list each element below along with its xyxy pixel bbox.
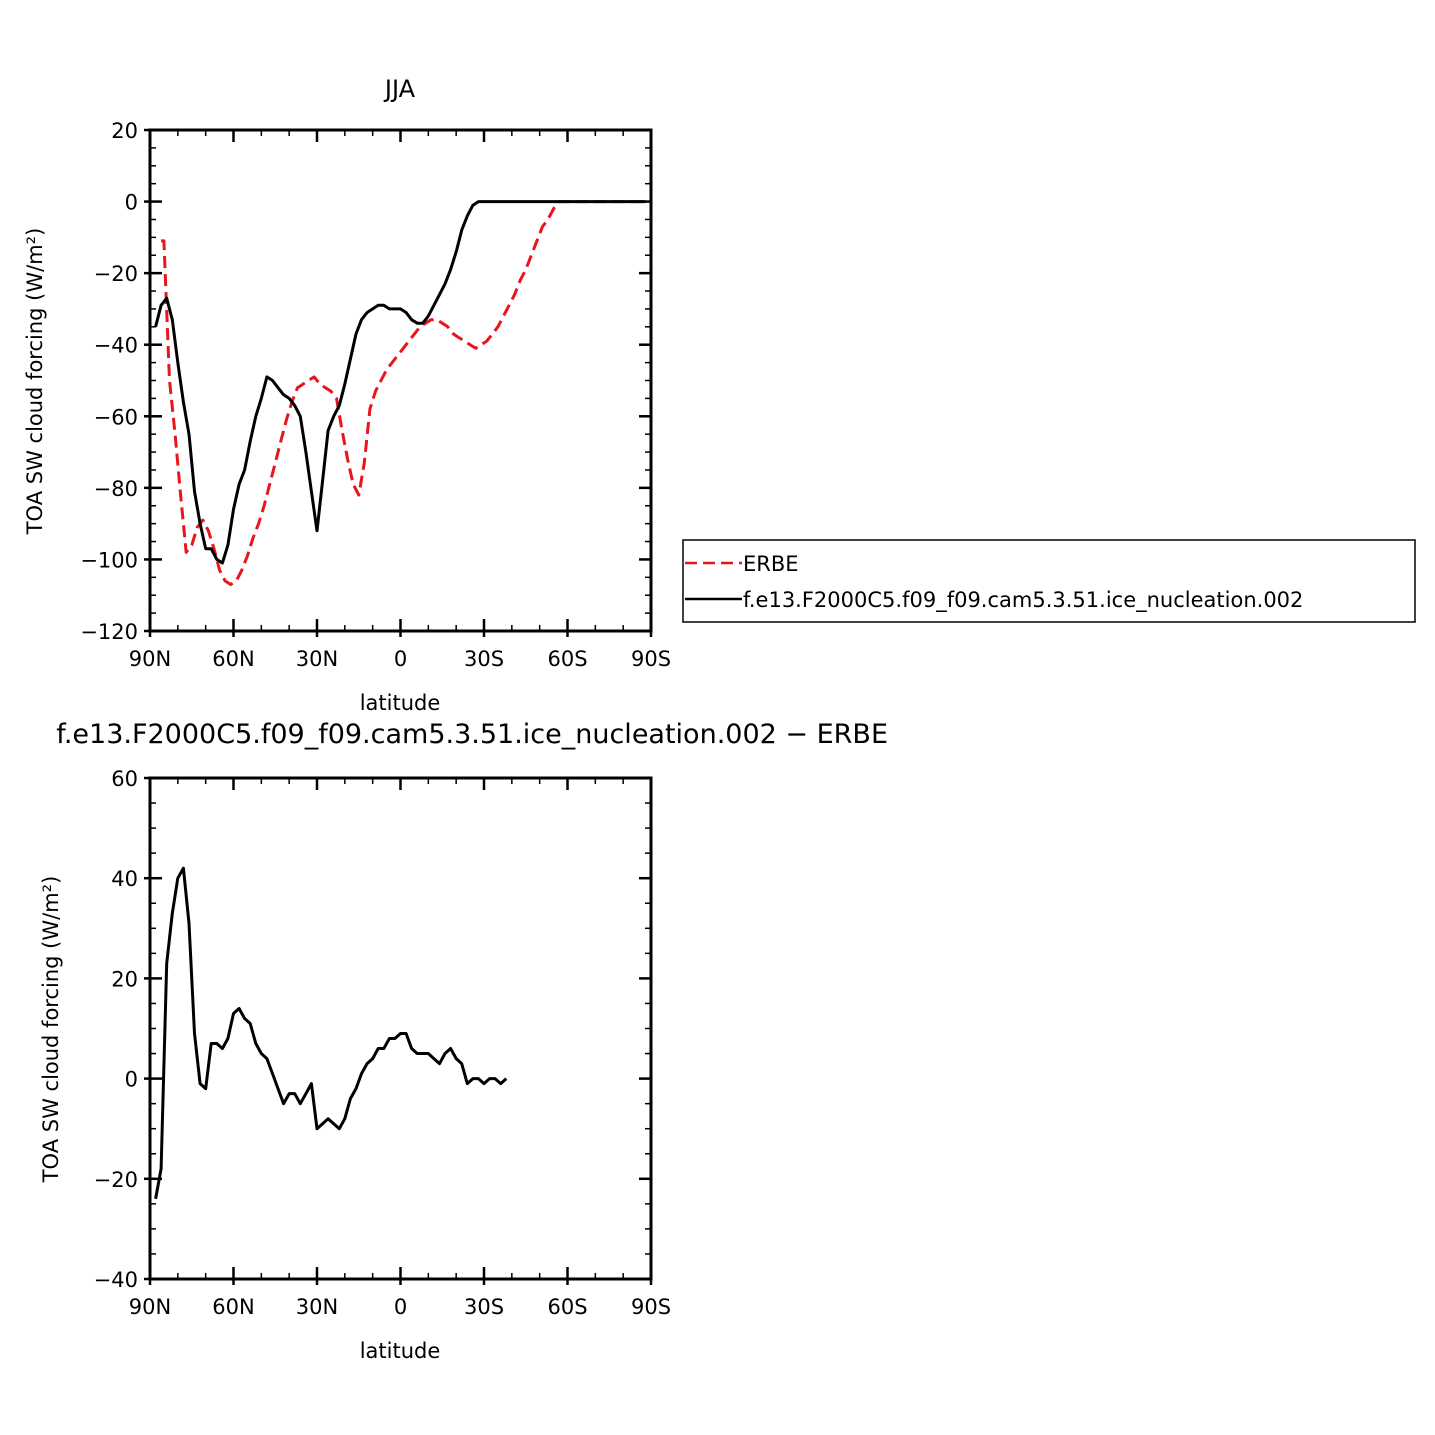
bottom-axis-ticks	[144, 776, 653, 1285]
y-tick-label: 20	[111, 967, 138, 991]
bottom-plot-frame	[148, 776, 653, 1281]
top-plot-frame	[148, 128, 653, 633]
bottom-y-tick-labels: 60 40 20 0 −20 −40	[94, 767, 138, 1292]
bottom-x-tick-labels: 90N 60N 30N 0 30S 60S 90S	[129, 1295, 671, 1319]
y-tick-label: 40	[111, 867, 138, 891]
legend-label-erbe: ERBE	[743, 552, 799, 576]
y-tick-label: 60	[111, 767, 138, 791]
x-tick-label: 60S	[547, 1295, 587, 1319]
y-tick-label: −80	[94, 477, 138, 501]
y-tick-label: 0	[125, 1068, 138, 1092]
x-tick-label: 60S	[547, 647, 587, 671]
top-x-tick-labels: 90N 60N 30N 0 30S 60S 90S	[129, 647, 671, 671]
legend-label-model: f.e13.F2000C5.f09_f09.cam5.3.51.ice_nucl…	[743, 588, 1303, 613]
series-line-0-0	[161, 200, 646, 586]
x-tick-label: 0	[394, 1295, 407, 1319]
bottom-chart-title: f.e13.F2000C5.f09_f09.cam5.3.51.ice_nucl…	[56, 719, 888, 750]
y-tick-label: −40	[94, 334, 138, 358]
x-tick-label: 30S	[464, 647, 504, 671]
x-tick-label: 90S	[631, 647, 671, 671]
top-chart-title: JJA	[383, 75, 416, 103]
y-tick-label: −20	[94, 1168, 138, 1192]
x-tick-label: 60N	[212, 1295, 254, 1319]
x-tick-label: 0	[394, 647, 407, 671]
x-tick-label: 30N	[296, 1295, 338, 1319]
y-tick-label: 20	[111, 119, 138, 143]
legend-box	[682, 539, 1416, 623]
y-tick-label: −40	[94, 1268, 138, 1292]
bottom-series-lines	[154, 866, 508, 1200]
y-tick-label: −120	[80, 620, 138, 644]
x-tick-label: 30S	[464, 1295, 504, 1319]
top-panel: JJA 20 0 −20 −40 −60 −80 −100 −120 90N 60N 30N 0 30…	[23, 75, 671, 715]
x-tick-label: 90S	[631, 1295, 671, 1319]
top-y-tick-labels: 20 0 −20 −40 −60 −80 −100 −120	[80, 119, 138, 644]
bottom-panel: f.e13.F2000C5.f09_f09.cam5.3.51.ice_nucl…	[39, 719, 888, 1363]
x-tick-label: 30N	[296, 647, 338, 671]
top-y-axis-label: TOA SW cloud forcing (W/m²)	[23, 228, 47, 536]
bottom-x-axis-label: latitude	[360, 1339, 441, 1363]
y-tick-label: −20	[94, 262, 138, 286]
bottom-y-axis-label: TOA SW cloud forcing (W/m²)	[39, 876, 63, 1184]
series-line-0-1	[154, 200, 646, 565]
x-tick-label: 90N	[129, 1295, 171, 1319]
top-series-lines	[154, 200, 646, 586]
x-tick-label: 90N	[129, 647, 171, 671]
series-line-1-0	[154, 866, 508, 1200]
y-tick-label: −100	[80, 548, 138, 572]
y-tick-label: −60	[94, 405, 138, 429]
x-tick-label: 60N	[212, 647, 254, 671]
top-x-axis-label: latitude	[360, 691, 441, 715]
y-tick-label: 0	[125, 191, 138, 215]
legend: ERBE f.e13.F2000C5.f09_f09.cam5.3.51.ice…	[682, 539, 1416, 623]
